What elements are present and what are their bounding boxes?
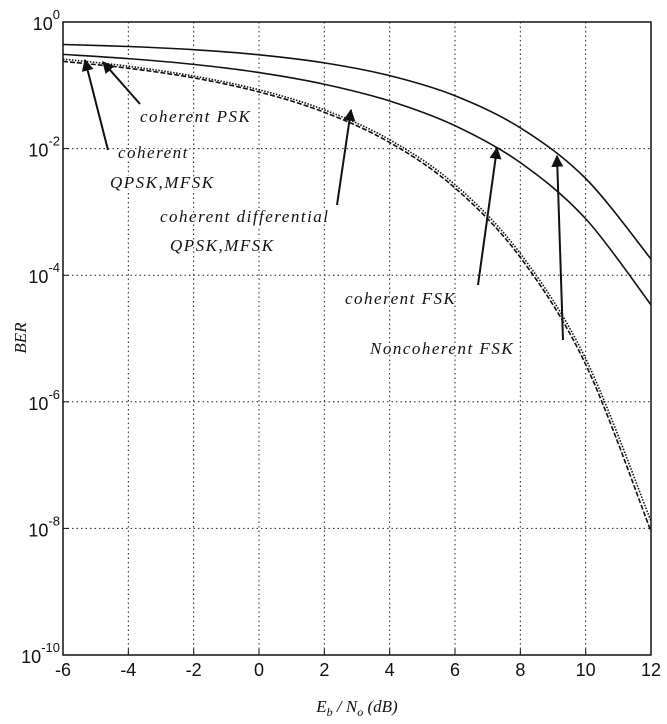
x-tick-label: 6 [450,660,460,680]
annotation: QPSK,MFSK [170,236,275,255]
annotation: coherent PSK [140,107,251,126]
chart: BER Eb / No (dB) -6-4-202468101210-1010-… [0,0,667,724]
y-tick-label: 10-2 [28,134,60,160]
x-tick-label: 0 [254,660,264,680]
arrow [85,60,108,150]
x-axis-label: Eb / No (dB) [315,697,398,719]
annotation: coherent differential [160,207,330,226]
x-tick-label: -2 [186,660,202,680]
x-tick-label: 12 [641,660,661,680]
x-tick-label: 4 [385,660,395,680]
annotation: coherent [118,143,189,162]
y-tick-label: 10-8 [28,514,60,540]
x-tick-label: -4 [120,660,136,680]
x-tick-label: 8 [515,660,525,680]
arrow [478,148,497,285]
y-axis-label: BER [11,322,30,354]
x-tick-label: 10 [576,660,596,680]
arrow [337,110,351,205]
annotation: Noncoherent FSK [369,339,514,358]
annotation: coherent FSK [345,289,456,308]
y-tick-label: 100 [33,7,60,33]
x-tick-label: -6 [55,660,71,680]
y-tick-label: 10-4 [28,261,60,287]
x-tick-label: 2 [319,660,329,680]
annotation: QPSK,MFSK [110,173,215,192]
y-tick-label: 10-6 [28,387,60,413]
